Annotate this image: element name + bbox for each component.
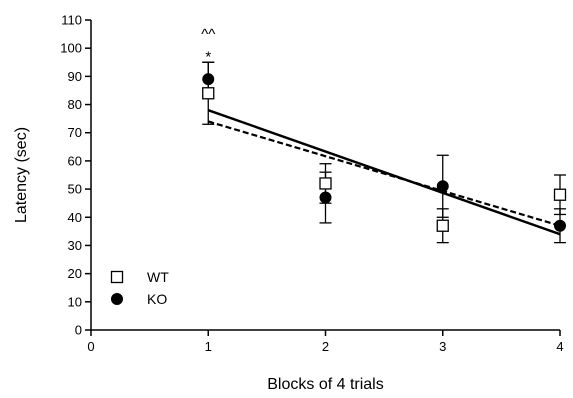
significance-annotation: * [205,49,211,66]
legend-label-ko: KO [147,291,167,307]
x-tick-label: 0 [87,339,94,354]
y-tick-label: 100 [60,41,82,56]
y-tick-label: 30 [68,238,82,253]
y-tick-label: 0 [75,323,82,338]
y-tick-label: 90 [68,69,82,84]
y-tick-label: 70 [68,125,82,140]
annotations: ^^ * [201,26,215,66]
data-point-wt [319,177,332,190]
x-tick-label: 4 [556,339,563,354]
data-point-ko [202,73,215,86]
error-bars [202,61,566,244]
legend-marker-ko [111,293,123,305]
y-tick-label: 60 [68,153,82,168]
data-point-ko [436,180,449,193]
legend-label-wt: WT [147,269,169,285]
y-tick-label: 10 [68,294,82,309]
fit-lines [207,109,561,236]
significance-annotation: ^^ [201,26,215,43]
data-point-ko [319,191,332,204]
y-tick-label: 40 [68,210,82,225]
data-point-wt [202,87,215,100]
y-tick-label: 110 [61,13,82,28]
x-tick-label: 1 [205,339,212,354]
y-axis-title: Latency (sec) [13,127,30,223]
x-tick-label: 2 [322,339,329,354]
data-point-wt [436,219,449,232]
legend: WT KO [110,269,169,307]
y-tick-label: 50 [68,182,82,197]
data-point-ko [554,219,566,232]
data-point-wt [553,188,567,201]
y-tick-label: 80 [68,97,82,112]
x-tick-label: 3 [439,339,446,354]
fit-line-ko [207,109,561,236]
fit-line-wt [207,120,561,227]
y-tick-label: 20 [68,266,82,281]
data-points [202,73,567,232]
x-axis-title: Blocks of 4 trials [267,376,383,393]
legend-marker-wt [110,270,124,284]
